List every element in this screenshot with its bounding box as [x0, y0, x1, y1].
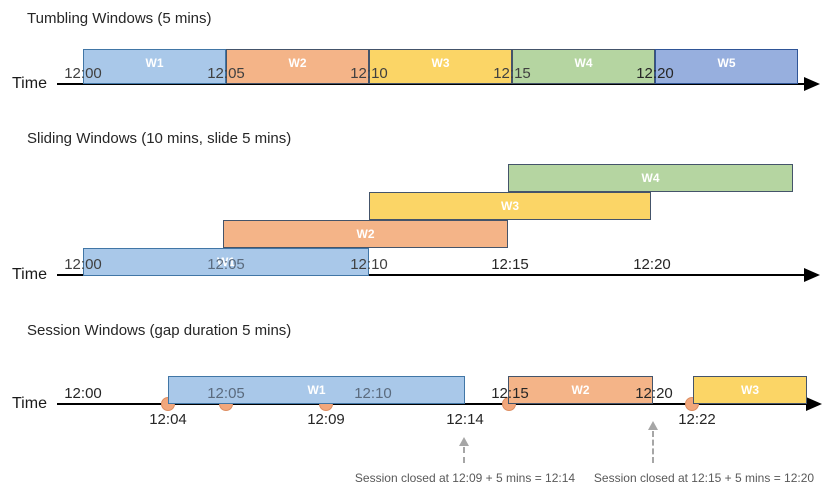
session-axis-arrowhead-icon — [806, 397, 822, 411]
tumbling-window-w5: W5 — [655, 49, 798, 84]
sliding-window-w2-label: W2 — [356, 227, 375, 241]
session-window-w3: W3 — [693, 376, 807, 404]
tumbling-window-w3: W3 — [369, 49, 512, 84]
session-close-arrow1-head-icon — [459, 437, 469, 446]
tumbling-window-w2-label: W2 — [288, 56, 307, 70]
tumbling-tick-1200: 12:00 — [64, 65, 102, 82]
sliding-window-w3-label: W3 — [501, 199, 519, 213]
tumbling-window-w4-label: W4 — [574, 56, 593, 70]
session-tick-1222: 12:22 — [678, 411, 716, 428]
session-window-w2: W2 — [508, 376, 653, 404]
session-close-arrow1-stem — [463, 447, 465, 463]
sliding-tick-1200: 12:00 — [64, 256, 102, 273]
session-closed-annotation-2: Session closed at 12:15 + 5 mins = 12:20 — [593, 471, 815, 485]
session-tick-1214: 12:14 — [446, 411, 484, 428]
tumbling-time-axis-label: Time — [12, 75, 47, 92]
tumbling-window-w4: W4 — [512, 49, 655, 84]
tumbling-tick-1210: 12:10 — [350, 65, 388, 82]
session-tick-1204: 12:04 — [149, 411, 187, 428]
session-window-w1-label: W1 — [307, 383, 326, 397]
sliding-axis-arrowhead-icon — [804, 268, 820, 282]
tumbling-title: Tumbling Windows (5 mins) — [27, 10, 212, 27]
session-time-axis-label: Time — [12, 395, 47, 412]
sliding-window-w2: W2 — [223, 220, 508, 248]
sliding-time-axis-label: Time — [12, 266, 47, 283]
tumbling-window-w1-label: W1 — [145, 56, 164, 70]
sliding-tick-1205: 12:05 — [207, 256, 245, 273]
session-tick-1220: 12:20 — [635, 385, 673, 402]
session-window-w2-label: W2 — [571, 383, 590, 397]
tumbling-time-axis — [57, 83, 806, 85]
session-title: Session Windows (gap duration 5 mins) — [27, 322, 292, 339]
sliding-tick-1220: 12:20 — [633, 256, 671, 273]
session-time-axis — [57, 403, 808, 405]
session-window-w3-label: W3 — [741, 383, 759, 397]
session-tick-1210: 12:10 — [354, 385, 392, 402]
tumbling-window-w3-label: W3 — [431, 56, 450, 70]
session-close-arrow2-head-icon — [648, 421, 658, 430]
session-window-w1: W1 — [168, 376, 465, 404]
tumbling-tick-1220: 12:20 — [636, 65, 674, 82]
sliding-title: Sliding Windows (10 mins, slide 5 mins) — [27, 130, 292, 147]
sliding-window-w1: W1 — [83, 248, 369, 276]
tumbling-window-w1: W1 — [83, 49, 226, 84]
tumbling-axis-arrowhead-icon — [804, 77, 820, 91]
session-tick-1205: 12:05 — [207, 385, 245, 402]
sliding-time-axis — [57, 274, 806, 276]
sliding-window-w4-label: W4 — [641, 171, 660, 185]
session-close-arrow2-stem — [652, 431, 654, 463]
tumbling-window-w2: W2 — [226, 49, 369, 84]
sliding-window-w1-label: W1 — [217, 255, 235, 269]
session-tick-1200: 12:00 — [64, 385, 102, 402]
sliding-window-w3: W3 — [369, 192, 651, 220]
tumbling-tick-1215: 12:15 — [493, 65, 531, 82]
session-closed-annotation-1: Session closed at 12:09 + 5 mins = 12:14 — [354, 471, 576, 485]
tumbling-window-w5-label: W5 — [717, 56, 736, 70]
sliding-tick-1210: 12:10 — [350, 256, 388, 273]
session-tick-1215: 12:15 — [491, 385, 529, 402]
sliding-tick-1215: 12:15 — [491, 256, 529, 273]
tumbling-tick-1205: 12:05 — [207, 65, 245, 82]
sliding-window-w4: W4 — [508, 164, 793, 192]
session-tick-1209: 12:09 — [307, 411, 345, 428]
